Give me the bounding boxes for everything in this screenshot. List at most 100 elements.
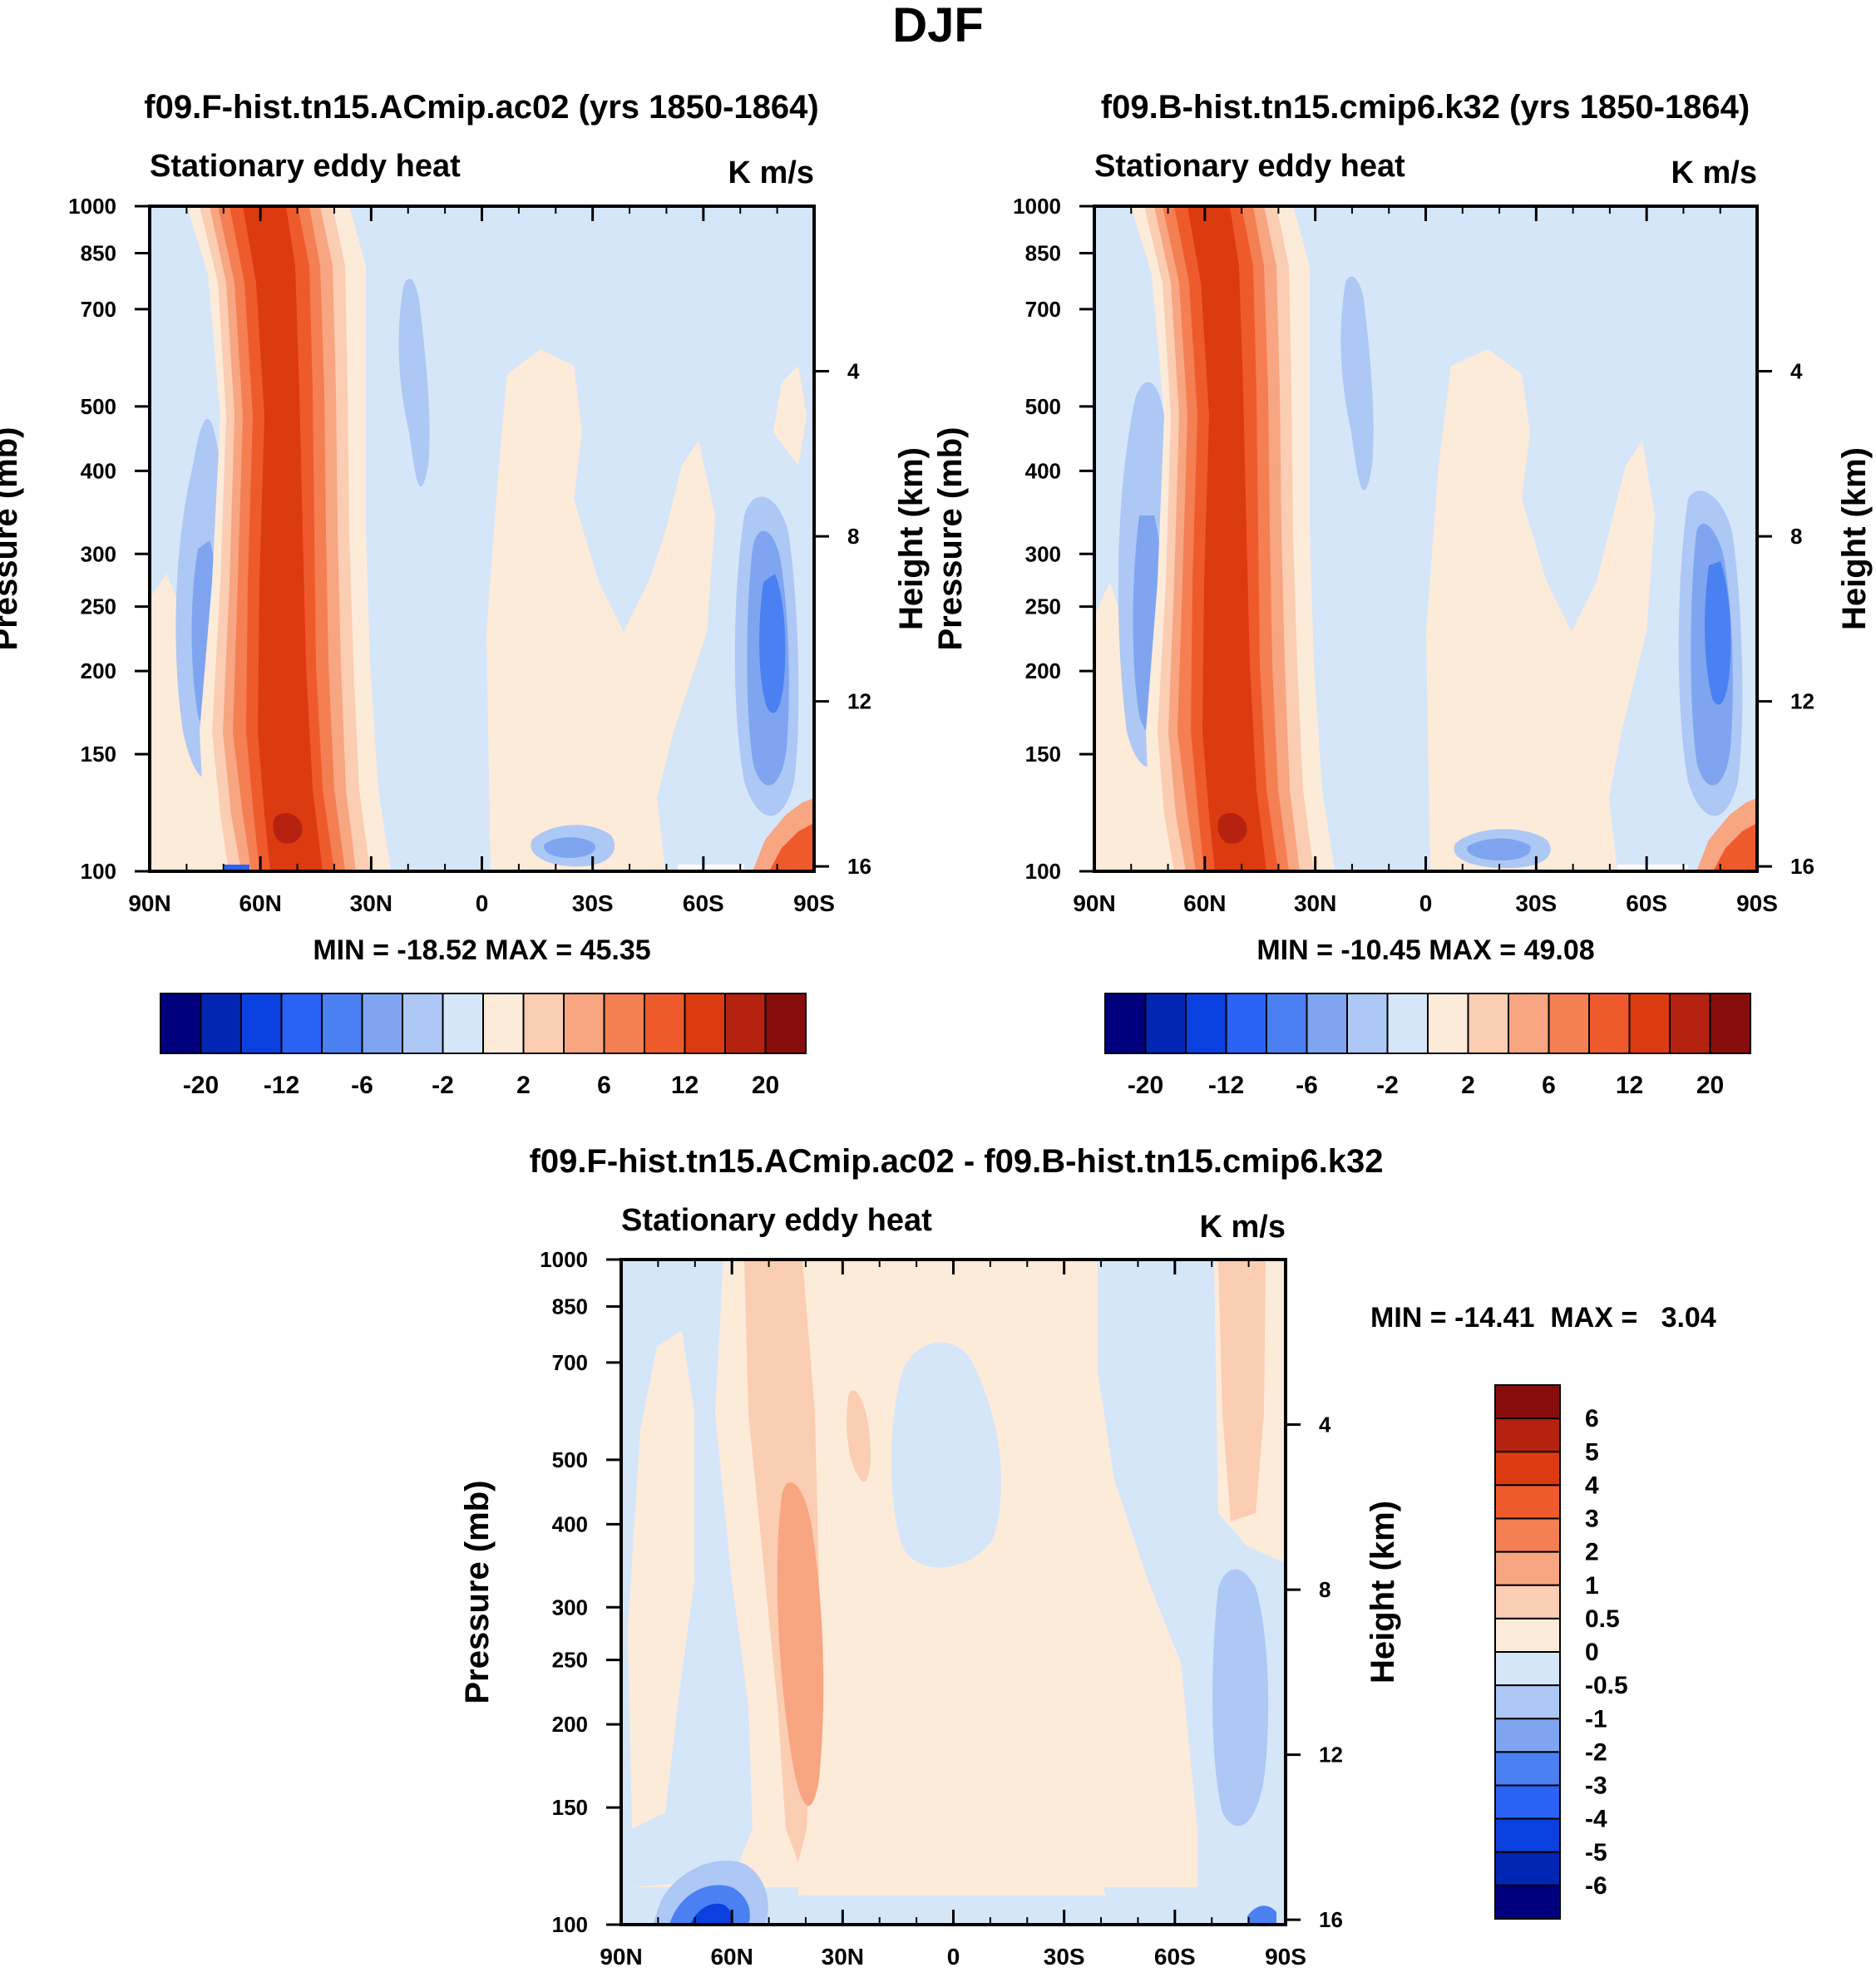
colorbar-swatch: [442, 993, 484, 1054]
colorbar-label: 20: [1696, 1072, 1724, 1099]
y2-axis-title: Height (km): [1836, 447, 1873, 630]
colorbar-swatch: [1494, 1751, 1561, 1787]
colorbar-swatch: [1494, 1517, 1561, 1553]
colorbar-label: -0.5: [1585, 1672, 1628, 1699]
colorbar-swatch: [764, 993, 807, 1054]
y2-tick-label: 8: [1790, 524, 1802, 549]
y-tick-label: 300: [552, 1595, 588, 1620]
colorbar-label: -2: [1376, 1072, 1399, 1099]
colorbar-d: 6 5 4 3 2 1 0.5 0 -0.5 -1 -2 -3 -4 -5 -6: [1494, 1384, 1628, 1920]
y-tick-label: 700: [1025, 297, 1061, 322]
colorbar-swatch: [1628, 993, 1671, 1054]
y-tick-label: 850: [1025, 240, 1061, 265]
colorbar-label: 0: [1585, 1639, 1599, 1666]
panel-b-units: K m/s: [1671, 155, 1757, 190]
colorbar-label: 2: [1461, 1072, 1475, 1099]
colorbar-swatch: [200, 993, 242, 1054]
y2-axis-title: Height (km): [1365, 1501, 1401, 1684]
colorbar-label: -4: [1585, 1806, 1607, 1833]
panel-d-cold-region: [1212, 1569, 1269, 1827]
colorbar-label: 1: [1585, 1572, 1599, 1600]
x-tick-label: 60N: [1183, 890, 1226, 916]
x-tick-label: 30N: [350, 890, 392, 916]
x-tick-label: 90S: [793, 890, 835, 916]
y-tick-label: 100: [1025, 859, 1061, 884]
panel-d-warm-region: [628, 1330, 694, 1829]
colorbar-swatch: [402, 993, 444, 1054]
x-tick-label: 30N: [1294, 890, 1336, 916]
y-tick-label: 400: [1025, 458, 1061, 483]
colorbar-label: 5: [1585, 1438, 1599, 1466]
minmax-label: MIN = -18.52 MAX = 45.35: [313, 934, 650, 966]
colorbar-swatch: [522, 993, 565, 1054]
colorbar-b: -20 -12 -6 -2 2 6 12 20: [1104, 993, 1751, 1099]
colorbar-swatch: [1494, 1817, 1561, 1853]
colorbar-label: 6: [597, 1072, 611, 1099]
y-tick-label: 1000: [1013, 194, 1061, 219]
y-tick-label: 400: [552, 1511, 588, 1536]
colorbar-swatch: [563, 993, 605, 1054]
colorbar-swatch: [1494, 1451, 1561, 1486]
x-tick-label: 30S: [1515, 890, 1557, 916]
figure-title: DJF: [892, 0, 984, 52]
y2-tick-label: 16: [1790, 854, 1814, 879]
x-tick-label: 60N: [239, 890, 281, 916]
colorbar-label: 0.5: [1585, 1605, 1620, 1633]
panel-a-cold-blob: [544, 837, 595, 858]
colorbar-label: -20: [1128, 1072, 1163, 1099]
panel-difference: f09.F-hist.tn15.ACmip.ac02 - f09.B-hist.…: [459, 1143, 1716, 1970]
y-tick-label: 100: [81, 859, 116, 884]
colorbar-label: -2: [432, 1072, 454, 1099]
panel-a-warm-region: [486, 349, 715, 871]
colorbar-label: -6: [1585, 1872, 1607, 1900]
x-tick-label: 60N: [710, 1944, 753, 1970]
y-axis-title: Pressure (mb): [932, 427, 969, 651]
colorbar-swatch: [1494, 1884, 1561, 1920]
colorbar-label: 2: [516, 1072, 531, 1099]
colorbar-swatch: [321, 993, 363, 1054]
colorbar-label: -12: [1208, 1072, 1244, 1099]
x-tick-label: 90N: [128, 890, 170, 916]
panel-a-jet: [273, 813, 303, 844]
y-tick-label: 150: [1025, 742, 1061, 767]
colorbar-label: -20: [183, 1072, 219, 1099]
panel-d-cold-core: [690, 1903, 733, 1925]
colorbar-swatch: [1494, 1718, 1561, 1753]
y-axis-title: Pressure (mb): [459, 1481, 496, 1704]
panel-a-cold-blob: [759, 574, 786, 713]
colorbar-a: -20 -12 -6 -2 2 6 12 20: [160, 993, 807, 1099]
panel-d-plot: [621, 1260, 1286, 1925]
x-tick-label: 0: [1419, 890, 1433, 916]
panel-d-minmax: MIN = -14.41 MAX = 3.04: [1370, 1302, 1716, 1334]
colorbar-label: 20: [752, 1072, 779, 1099]
colorbar-swatch: [1306, 993, 1348, 1054]
colorbar-swatch: [1185, 993, 1227, 1054]
x-tick-label: 90N: [600, 1944, 642, 1970]
panel-b-jet: [1187, 206, 1266, 871]
colorbar-swatch: [724, 993, 767, 1054]
y2-tick-label: 4: [1319, 1413, 1331, 1437]
colorbar-swatch: [1548, 993, 1590, 1054]
y-tick-label: 500: [552, 1447, 588, 1472]
colorbar-label: -6: [1296, 1072, 1318, 1099]
y-tick-label: 400: [81, 458, 116, 483]
y-tick-label: 1000: [68, 194, 116, 219]
panel-b-polar-warm: [1713, 823, 1757, 871]
panel-a-polar-warm: [769, 823, 814, 871]
colorbar-label: 6: [1542, 1072, 1556, 1099]
colorbar-label: 12: [1616, 1072, 1643, 1099]
colorbar-label: 3: [1585, 1506, 1599, 1533]
x-tick-label: 60S: [1154, 1944, 1196, 1970]
colorbar-swatch: [1494, 1851, 1561, 1886]
panel-d-subtitle-left: Stationary eddy heat: [621, 1203, 932, 1238]
colorbar-swatch: [240, 993, 283, 1054]
panel-a-jet: [243, 206, 323, 871]
colorbar-swatch: [1494, 1384, 1561, 1420]
x-tick-label: 90S: [1265, 1944, 1306, 1970]
panel-d-units: K m/s: [1200, 1210, 1286, 1245]
y-tick-label: 700: [552, 1350, 588, 1375]
colorbar-label: 4: [1585, 1472, 1599, 1499]
colorbar-swatch: [1386, 993, 1429, 1054]
panel-b-cold-blob: [1467, 838, 1531, 860]
y-tick-label: 850: [81, 240, 116, 265]
